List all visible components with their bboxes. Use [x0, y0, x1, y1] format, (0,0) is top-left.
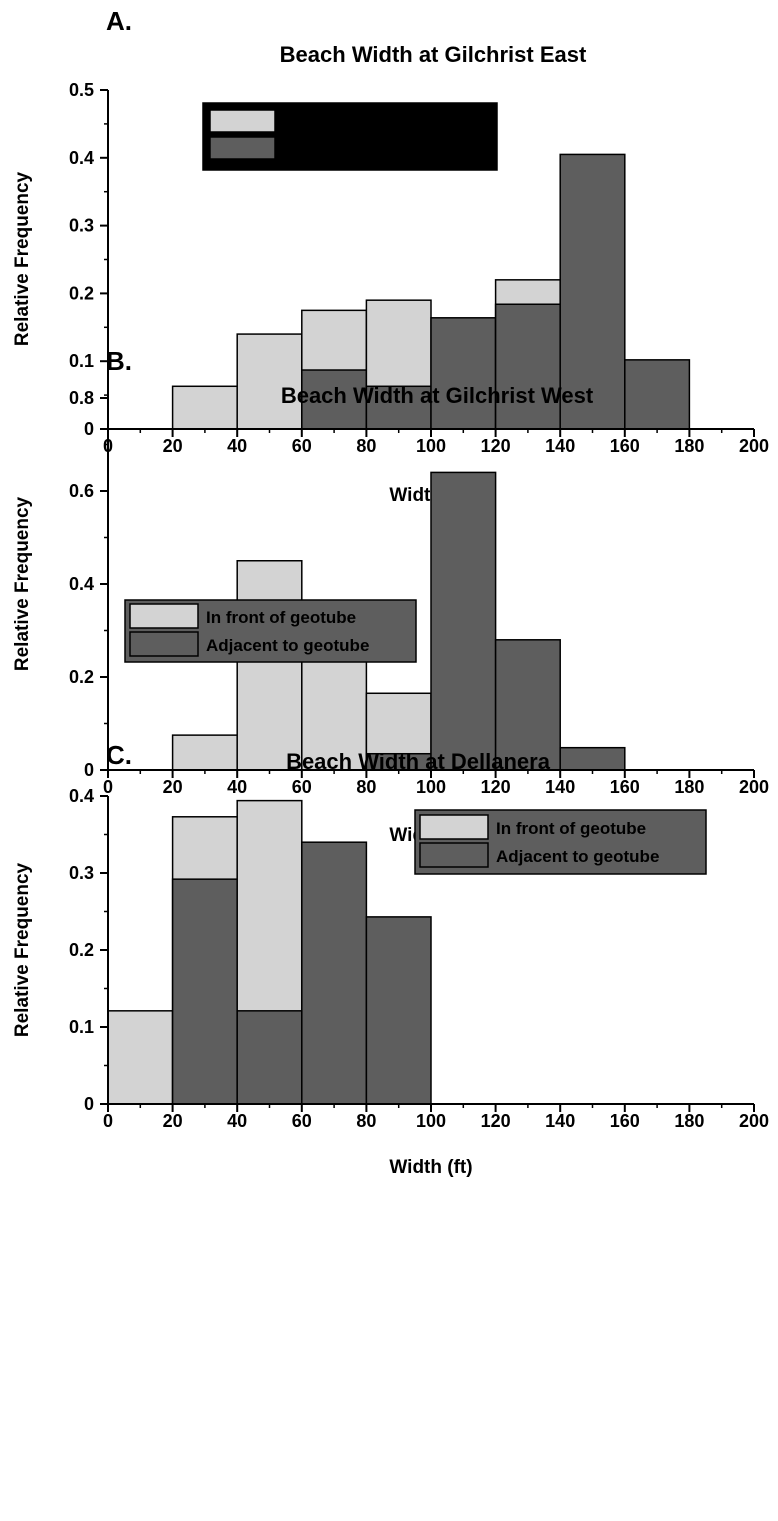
x-tick-label: 120 [481, 1111, 511, 1131]
panel-label: C. [106, 740, 132, 770]
x-tick-label: 180 [674, 777, 704, 797]
bar-adjacent [365, 916, 432, 1105]
y-tick-label: 0 [84, 760, 94, 780]
y-tick-label: 0.4 [69, 574, 94, 594]
y-tick-label: 0.5 [69, 80, 94, 100]
x-tick-label: 80 [356, 436, 376, 456]
y-tick-label: 0.2 [69, 940, 94, 960]
x-axis-label: Width (ft) [389, 1157, 472, 1178]
bar-front [171, 385, 238, 430]
bar-front [171, 734, 238, 771]
chart-panel-b: B. Beach Width at Gilchrist West 0 20 40 60 80… [12, 346, 769, 846]
y-tick-label: 0.3 [69, 216, 94, 236]
x-tick-label: 0 [103, 1111, 113, 1131]
x-tick-label: 140 [545, 436, 575, 456]
y-tick-label: 0.2 [69, 667, 94, 687]
bar-adjacent [301, 841, 368, 1105]
y-tick-label: 0.1 [69, 1017, 94, 1037]
bar-front [236, 560, 303, 771]
bar-adjacent [494, 303, 561, 430]
x-tick-label: 100 [416, 436, 446, 456]
bar-adjacent [301, 369, 368, 430]
x-tick-label: 0 [103, 777, 113, 797]
x-tick-label: 60 [292, 777, 312, 797]
y-axis-label: Relative Frequency [12, 862, 33, 1037]
bar-adjacent [171, 878, 238, 1105]
legend: In front of geotube Adjacent to geotube [414, 809, 707, 875]
x-tick-label: 200 [739, 1111, 769, 1131]
panel-label: B. [106, 346, 132, 376]
x-tick-label: 200 [739, 777, 769, 797]
legend-swatch-adjacent [129, 631, 199, 657]
x-tick-label: 100 [416, 777, 446, 797]
chart-title: Beach Width at Dellanera [286, 749, 551, 774]
y-tick-label: 0.4 [69, 148, 94, 168]
x-tick-label: 180 [674, 436, 704, 456]
x-tick-label: 20 [163, 1111, 183, 1131]
bar-adjacent [430, 317, 497, 430]
x-tick-label: 120 [481, 436, 511, 456]
x-tick-label: 20 [163, 777, 183, 797]
y-tick-label: 0.4 [69, 786, 94, 806]
y-tick-label: 0.2 [69, 283, 94, 303]
x-tick-label: 180 [674, 1111, 704, 1131]
legend-label-adjacent: Adjacent to geotube [496, 847, 659, 866]
x-tick-label: 160 [610, 777, 640, 797]
x-tick-label: 20 [163, 436, 183, 456]
legend-label-front: In front of geotube [206, 608, 356, 627]
legend-label-front: In front of geotube [496, 819, 646, 838]
legend [202, 102, 498, 171]
chart-panel-c: C. Beach Width at Dellanera 0 20 40 60 80 100 12… [12, 740, 769, 1178]
x-tick-label: 40 [227, 1111, 247, 1131]
y-tick-label: 0.8 [69, 388, 94, 408]
x-tick-label: 160 [610, 1111, 640, 1131]
legend-swatch-adjacent [419, 842, 489, 868]
x-tick-label: 80 [356, 1111, 376, 1131]
bar-front [107, 1010, 174, 1105]
x-tick-label: 80 [356, 777, 376, 797]
chart-panel-a: A. Beach Width at Gilchrist East 0 20 40 60 80… [12, 6, 769, 506]
chart-title: Beach Width at Gilchrist East [280, 42, 587, 67]
x-tick-label: 40 [227, 436, 247, 456]
chart-title: Beach Width at Gilchrist West [281, 383, 594, 408]
y-axis-label: Relative Frequency [12, 496, 33, 671]
legend-swatch-adjacent [209, 136, 276, 160]
x-tick-label: 160 [610, 436, 640, 456]
bar-front [236, 333, 303, 430]
y-axis-label: Relative Frequency [12, 171, 33, 346]
panel-label: A. [106, 6, 132, 36]
x-tick-label: 120 [481, 777, 511, 797]
x-tick-label: 140 [545, 777, 575, 797]
bar-adjacent [559, 746, 626, 771]
bar-adjacent [236, 1010, 303, 1105]
bar-adjacent [494, 639, 561, 771]
bar-adjacent [430, 471, 497, 771]
y-tick-label: 0.3 [69, 863, 94, 883]
y-tick-label: 0.1 [69, 351, 94, 371]
x-tick-label: 140 [545, 1111, 575, 1131]
legend-swatch-front [209, 109, 276, 133]
bar-adjacent [624, 359, 691, 430]
legend-swatch-front [419, 814, 489, 840]
y-tick-label: 0 [84, 1094, 94, 1114]
legend: In front of geotube Adjacent to geotube [124, 599, 417, 663]
legend-swatch-front [129, 603, 199, 629]
x-tick-label: 60 [292, 436, 312, 456]
y-tick-label: 0.6 [69, 481, 94, 501]
legend-label-adjacent: Adjacent to geotube [206, 636, 369, 655]
y-tick-label: 0 [84, 419, 94, 439]
x-tick-label: 200 [739, 436, 769, 456]
x-tick-label: 60 [292, 1111, 312, 1131]
x-tick-label: 40 [227, 777, 247, 797]
x-tick-label: 100 [416, 1111, 446, 1131]
bar-adjacent [559, 153, 626, 430]
